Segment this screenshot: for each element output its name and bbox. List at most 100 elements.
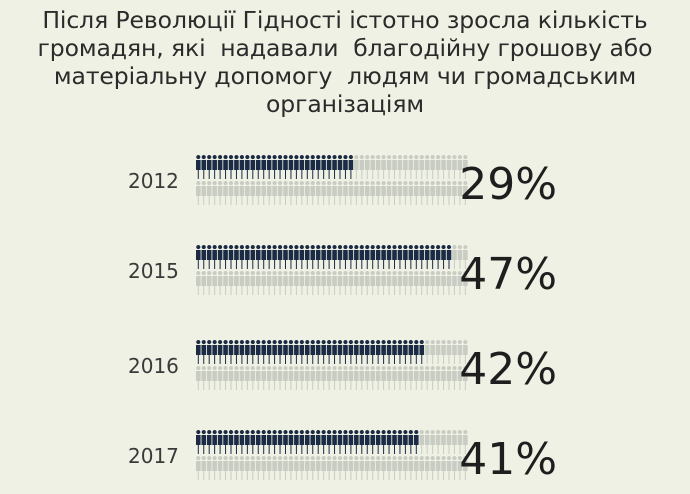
person-icon-empty xyxy=(239,456,245,480)
person-icon-filled xyxy=(299,340,305,364)
person-icon-empty xyxy=(392,155,397,179)
person-icon-filled xyxy=(299,245,305,269)
person-icon-empty xyxy=(457,245,463,269)
person-icon-filled xyxy=(370,245,375,269)
person-icon-filled xyxy=(239,245,245,269)
chart-row-2015: 2015 47% xyxy=(128,244,557,300)
person-icon-filled xyxy=(397,430,403,454)
person-icon-empty xyxy=(196,181,201,205)
person-icon-empty xyxy=(326,271,332,295)
person-icon-filled xyxy=(217,340,223,364)
person-icon-filled xyxy=(354,430,359,454)
person-icon-empty xyxy=(386,456,392,480)
person-icon-empty xyxy=(397,155,403,179)
person-icon-empty xyxy=(354,366,359,390)
person-icon-empty xyxy=(386,366,392,390)
person-icon-filled xyxy=(272,245,277,269)
person-icon-empty xyxy=(370,155,375,179)
person-icon-empty xyxy=(424,430,430,454)
person-icon-empty xyxy=(457,340,463,364)
person-icon-empty xyxy=(381,456,386,480)
person-icon-empty xyxy=(441,155,446,179)
person-icon-filled xyxy=(359,340,365,364)
person-icon-empty xyxy=(239,271,245,295)
person-icon-filled xyxy=(206,340,212,364)
person-icon-filled xyxy=(283,340,288,364)
person-icon-filled xyxy=(223,245,228,269)
person-icon-empty xyxy=(196,456,201,480)
person-icon-empty xyxy=(332,271,337,295)
person-icon-empty xyxy=(430,155,435,179)
person-icon-empty xyxy=(348,181,354,205)
person-icon-empty xyxy=(321,456,326,480)
person-icon-empty xyxy=(321,271,326,295)
person-icon-filled xyxy=(245,245,250,269)
chart-row-2017: 2017 41% xyxy=(128,429,557,485)
person-icon-empty xyxy=(386,271,392,295)
person-icon-empty xyxy=(435,366,441,390)
person-icon-empty xyxy=(299,181,305,205)
person-icon-filled xyxy=(397,245,403,269)
person-icon-empty xyxy=(326,181,332,205)
person-icon-empty xyxy=(397,271,403,295)
person-icon-filled xyxy=(239,340,245,364)
person-icon-filled xyxy=(299,155,305,179)
person-icon-filled xyxy=(337,430,343,454)
person-icon-empty xyxy=(463,271,468,295)
person-icon-filled xyxy=(343,155,348,179)
person-icon-filled xyxy=(217,245,223,269)
person-icon-empty xyxy=(430,456,435,480)
person-icon-empty xyxy=(245,366,250,390)
person-icon-filled xyxy=(305,430,310,454)
person-icon-empty xyxy=(299,456,305,480)
person-icon-empty xyxy=(261,455,266,480)
person-icon-empty xyxy=(452,271,457,295)
person-icon-filled xyxy=(255,430,261,454)
person-icon-empty xyxy=(452,340,457,364)
person-icon-filled xyxy=(441,245,446,269)
person-icon-filled xyxy=(250,340,256,364)
person-icon-filled xyxy=(228,340,234,364)
person-icon-empty xyxy=(364,366,370,390)
person-icon-filled xyxy=(397,340,403,364)
person-icon-filled xyxy=(403,340,408,364)
person-icon-filled xyxy=(294,430,299,454)
person-icon-empty xyxy=(375,155,381,179)
person-icon-empty xyxy=(315,366,321,390)
person-icon-filled xyxy=(266,245,272,269)
person-icon-filled xyxy=(234,245,239,269)
person-icon-filled xyxy=(321,430,326,454)
person-icon-empty xyxy=(463,245,468,269)
person-icon-empty xyxy=(435,181,441,205)
person-icon-empty xyxy=(239,181,245,205)
person-icon-empty xyxy=(310,271,316,295)
percentage-label: 42% xyxy=(459,344,557,395)
person-icon-empty xyxy=(359,366,365,390)
person-icon-filled xyxy=(239,155,245,179)
person-icon-empty xyxy=(457,181,463,205)
person-icon-empty xyxy=(217,181,223,205)
person-icon-empty xyxy=(277,366,283,390)
person-icon-filled xyxy=(332,340,337,364)
person-icon-filled xyxy=(223,155,228,179)
person-icon-filled xyxy=(261,339,266,364)
person-icon-empty xyxy=(446,456,452,480)
person-icon-filled xyxy=(359,430,365,454)
person-icon-empty xyxy=(223,456,228,480)
person-icon-filled xyxy=(310,340,316,364)
person-icon-filled xyxy=(245,430,250,454)
person-icon-filled xyxy=(228,245,234,269)
person-icon-empty xyxy=(424,271,430,295)
person-icon-filled xyxy=(375,340,381,364)
title-line-1: Після Революції Гідності істотно зросла … xyxy=(42,6,648,34)
person-icon-empty xyxy=(228,366,234,390)
person-icon-empty xyxy=(397,366,403,390)
person-icon-filled xyxy=(375,430,381,454)
person-icon-filled xyxy=(223,430,228,454)
person-icon-empty xyxy=(392,181,397,205)
person-icon-filled xyxy=(250,155,256,179)
person-icon-empty xyxy=(463,340,468,364)
person-icon-filled xyxy=(419,340,425,364)
person-icon-empty xyxy=(228,271,234,295)
person-icon-filled xyxy=(430,245,435,269)
